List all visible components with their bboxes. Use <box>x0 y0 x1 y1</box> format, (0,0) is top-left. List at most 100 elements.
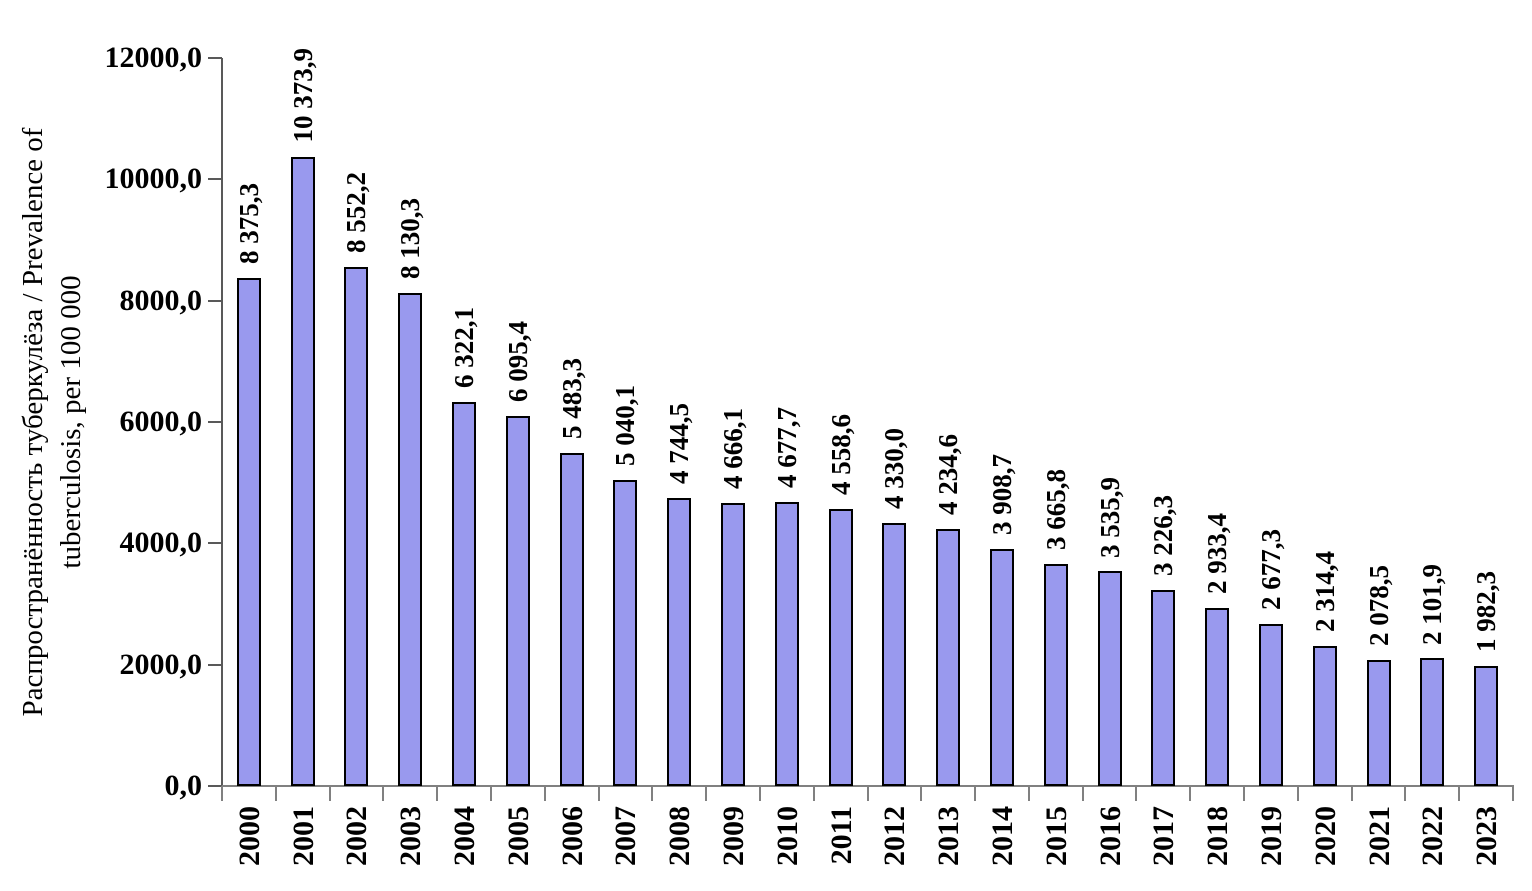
bar-value-label: 5 483,3 <box>556 358 587 440</box>
y-tick-mark <box>208 178 222 181</box>
x-tick-mark <box>1404 786 1407 801</box>
x-tick-label: 2013 <box>932 806 966 866</box>
x-tick-mark <box>974 786 977 801</box>
bar-2022 <box>1420 658 1445 786</box>
y-tick-label: 4000,0 <box>119 526 203 560</box>
x-tick-mark <box>758 786 761 801</box>
bar-2009 <box>721 502 746 786</box>
bar-value-label: 3 535,9 <box>1094 476 1125 558</box>
x-tick-mark <box>866 786 869 801</box>
bar-value-label: 3 908,7 <box>986 453 1017 535</box>
y-tick-label: 12000,0 <box>104 41 203 74</box>
bar-value-label: 2 078,5 <box>1363 564 1394 646</box>
x-tick-mark <box>382 786 385 801</box>
bar-value-label: 8 375,3 <box>233 182 264 264</box>
x-tick-label: 2002 <box>340 806 374 866</box>
x-tick-label: 2004 <box>448 806 482 866</box>
x-tick-label: 2010 <box>770 806 804 866</box>
bar-2023 <box>1474 665 1499 786</box>
bar-value-label: 2 314,4 <box>1309 550 1340 632</box>
x-tick-mark <box>597 786 600 801</box>
x-tick-mark <box>328 786 331 801</box>
bar-value-label: 2 101,9 <box>1417 563 1448 645</box>
x-tick-label: 2003 <box>394 806 428 866</box>
x-tick-label: 2014 <box>985 806 1019 866</box>
x-tick-label: 2015 <box>1039 806 1073 866</box>
x-tick-mark <box>812 786 815 801</box>
bar-value-label: 4 677,7 <box>771 407 802 489</box>
x-tick-label: 2016 <box>1093 806 1127 866</box>
y-tick-label: 10000,0 <box>104 162 203 196</box>
bar-value-label: 5 040,1 <box>610 385 641 467</box>
x-tick-label: 2018 <box>1201 806 1235 866</box>
x-tick-label: 2001 <box>286 806 320 866</box>
x-tick-mark <box>1027 786 1030 801</box>
y-tick-label: 6000,0 <box>119 405 203 438</box>
bar-2017 <box>1151 590 1176 786</box>
y-tick-label: 8000,0 <box>119 283 203 317</box>
y-tick-label: 0,0 <box>164 769 203 802</box>
bar-2006 <box>559 453 584 786</box>
x-tick-mark <box>1458 786 1461 801</box>
x-tick-mark <box>1189 786 1192 801</box>
x-tick-label: 2011 <box>824 806 858 865</box>
x-tick-label: 2005 <box>501 806 535 866</box>
x-tick-label: 2021 <box>1362 806 1396 866</box>
bar-value-label: 2 677,3 <box>1255 528 1286 610</box>
bar-value-label: 8 130,3 <box>395 197 426 279</box>
bar-2008 <box>667 498 692 786</box>
bar-2020 <box>1312 645 1337 786</box>
bar-value-label: 1 982,3 <box>1471 570 1502 652</box>
y-tick-mark <box>208 785 222 787</box>
bar-2001 <box>290 156 315 786</box>
x-tick-mark <box>543 786 546 801</box>
x-tick-mark <box>1296 786 1299 801</box>
x-tick-mark <box>705 786 708 801</box>
y-tick-mark <box>208 542 222 545</box>
x-tick-mark <box>1350 786 1353 801</box>
bar-value-label: 4 744,5 <box>664 403 695 485</box>
bar-2002 <box>344 267 369 786</box>
x-tick-label: 2017 <box>1147 806 1181 866</box>
bar-2014 <box>989 548 1014 786</box>
x-tick-label: 2008 <box>663 806 697 866</box>
x-tick-label: 2000 <box>232 806 266 866</box>
x-tick-mark <box>221 786 223 801</box>
bar-2015 <box>1043 563 1068 786</box>
bar-value-label: 8 552,2 <box>341 172 372 254</box>
x-tick-label: 2009 <box>717 806 751 866</box>
bar-2007 <box>613 480 638 786</box>
x-tick-label: 2022 <box>1416 806 1450 866</box>
bar-2010 <box>774 502 799 786</box>
bar-2012 <box>882 523 907 786</box>
y-tick-mark <box>208 421 222 423</box>
y-axis-line <box>221 58 223 786</box>
x-tick-label: 2023 <box>1470 806 1504 866</box>
bar-value-label: 3 226,3 <box>1148 495 1179 577</box>
x-tick-mark <box>1512 786 1514 801</box>
bar-2011 <box>828 509 853 786</box>
x-tick-mark <box>274 786 277 801</box>
bar-value-label: 3 665,8 <box>1040 468 1071 550</box>
bar-value-label: 6 322,1 <box>449 307 480 389</box>
bar-value-label: 6 095,4 <box>502 321 533 403</box>
bar-2018 <box>1205 608 1230 786</box>
bar-value-label: 4 330,0 <box>879 428 910 510</box>
bar-value-label: 4 234,6 <box>933 434 964 516</box>
x-tick-mark <box>920 786 923 801</box>
bar-2021 <box>1366 659 1391 786</box>
y-tick-mark <box>208 57 222 59</box>
bar-2016 <box>1097 571 1122 786</box>
x-tick-label: 2019 <box>1254 806 1288 866</box>
x-tick-mark <box>489 786 492 801</box>
bar-2019 <box>1258 623 1283 786</box>
y-tick-label: 2000,0 <box>119 647 203 681</box>
bar-2005 <box>505 416 530 786</box>
bar-2013 <box>936 529 961 786</box>
x-tick-label: 2007 <box>609 806 643 866</box>
bar-2004 <box>452 402 477 786</box>
bar-2003 <box>398 292 423 786</box>
x-tick-label: 2012 <box>878 806 912 866</box>
x-tick-label: 2006 <box>555 806 589 866</box>
